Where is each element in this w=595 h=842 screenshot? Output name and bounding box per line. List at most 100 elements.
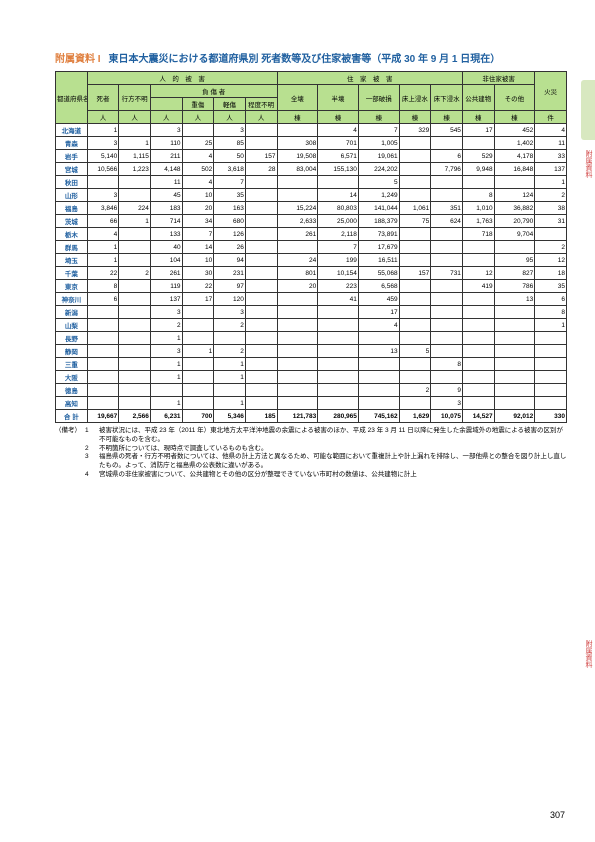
data-cell: 19,508	[277, 150, 318, 163]
data-cell	[431, 293, 463, 306]
unit-9: 棟	[358, 111, 399, 124]
data-cell	[494, 397, 535, 410]
data-cell: 502	[182, 163, 214, 176]
note-1: 被害状況には、平成 23 年（2011 年）東北地方太平洋沖地震の余震による被害…	[99, 427, 567, 445]
notes: （備考） 1 被害状況には、平成 23 年（2011 年）東北地方太平洋沖地震の…	[55, 427, 567, 480]
data-cell: 6	[87, 293, 119, 306]
note-3: 福島県の死者・行方不明者数については、他県の計上方法と異なるため、可能な範囲にお…	[99, 453, 567, 471]
total-cell: 14,527	[462, 410, 494, 423]
data-cell: 1,249	[358, 189, 399, 202]
data-cell: 1	[214, 371, 246, 384]
data-cell	[399, 176, 431, 189]
total-cell: 6,231	[150, 410, 182, 423]
data-cell	[431, 228, 463, 241]
data-cell: 5,140	[87, 150, 119, 163]
table-row: 栃木413371262612,11873,8917189,704	[56, 228, 567, 241]
header-light: 軽傷	[214, 98, 246, 111]
data-cell	[245, 215, 277, 228]
data-cell: 10,154	[318, 267, 359, 280]
data-cell: 133	[150, 228, 182, 241]
data-cell	[431, 306, 463, 319]
data-cell: 1,402	[494, 137, 535, 150]
header-injured: 負 傷 者	[150, 85, 277, 98]
pref-cell: 山梨	[56, 319, 88, 332]
data-cell: 1	[150, 332, 182, 345]
data-cell	[494, 241, 535, 254]
header-half: 半壊	[318, 85, 359, 111]
data-cell: 22	[87, 267, 119, 280]
data-cell	[119, 358, 151, 371]
data-cell: 329	[399, 124, 431, 137]
data-cell	[182, 332, 214, 345]
table-row: 大阪11	[56, 371, 567, 384]
data-cell	[318, 306, 359, 319]
data-cell: 1	[182, 345, 214, 358]
data-cell	[182, 319, 214, 332]
data-cell: 1	[214, 358, 246, 371]
data-cell	[318, 397, 359, 410]
data-cell: 126	[214, 228, 246, 241]
data-cell: 718	[462, 228, 494, 241]
data-cell: 1	[214, 397, 246, 410]
total-cell: 19,667	[87, 410, 119, 423]
data-cell	[399, 150, 431, 163]
data-cell: 308	[277, 137, 318, 150]
data-cell	[431, 332, 463, 345]
data-cell: 12	[535, 254, 567, 267]
data-cell: 11	[535, 137, 567, 150]
data-cell: 19,061	[358, 150, 399, 163]
data-cell: 1	[150, 397, 182, 410]
pref-cell: 岩手	[56, 150, 88, 163]
data-cell: 351	[431, 202, 463, 215]
data-cell	[119, 124, 151, 137]
data-cell: 2	[535, 189, 567, 202]
data-cell	[494, 332, 535, 345]
pref-cell: 青森	[56, 137, 88, 150]
data-cell	[358, 397, 399, 410]
data-cell: 120	[214, 293, 246, 306]
data-cell	[358, 371, 399, 384]
side-tab	[581, 80, 595, 140]
pref-cell: 福島	[56, 202, 88, 215]
table-row: 茨城661714346802,63325,000188,379756241,76…	[56, 215, 567, 228]
data-cell: 17,679	[358, 241, 399, 254]
data-cell: 199	[318, 254, 359, 267]
pref-cell: 埼玉	[56, 254, 88, 267]
data-cell: 3	[87, 189, 119, 202]
pref-cell: 東京	[56, 280, 88, 293]
data-cell	[119, 293, 151, 306]
data-cell: 224	[119, 202, 151, 215]
data-cell	[494, 176, 535, 189]
data-cell: 1,115	[119, 150, 151, 163]
note-num-3: 3	[85, 453, 99, 471]
data-cell	[119, 280, 151, 293]
data-cell: 6,571	[318, 150, 359, 163]
data-cell	[277, 306, 318, 319]
data-cell: 8	[535, 306, 567, 319]
data-cell: 85	[214, 137, 246, 150]
data-cell: 17	[462, 124, 494, 137]
data-cell	[399, 306, 431, 319]
table-row: 徳島29	[56, 384, 567, 397]
data-cell	[462, 176, 494, 189]
unit-10: 棟	[399, 111, 431, 124]
data-cell: 15,224	[277, 202, 318, 215]
table-row: 宮城10,5661,2234,1485023,6182883,004155,13…	[56, 163, 567, 176]
unit-8: 棟	[318, 111, 359, 124]
table-body: 北海道13347329545174524青森3111025853087011,0…	[56, 124, 567, 423]
data-cell: 624	[431, 215, 463, 228]
data-cell	[399, 293, 431, 306]
data-cell: 3,846	[87, 202, 119, 215]
data-cell	[245, 228, 277, 241]
data-cell: 1,223	[119, 163, 151, 176]
pref-cell: 高知	[56, 397, 88, 410]
data-cell: 8	[87, 280, 119, 293]
data-cell	[318, 345, 359, 358]
data-cell	[87, 306, 119, 319]
data-cell: 4,148	[150, 163, 182, 176]
table-row: 福島3,8462241832016315,22480,803141,0441,0…	[56, 202, 567, 215]
data-cell	[462, 319, 494, 332]
pref-cell: 徳島	[56, 384, 88, 397]
data-cell	[462, 306, 494, 319]
data-cell: 75	[399, 215, 431, 228]
